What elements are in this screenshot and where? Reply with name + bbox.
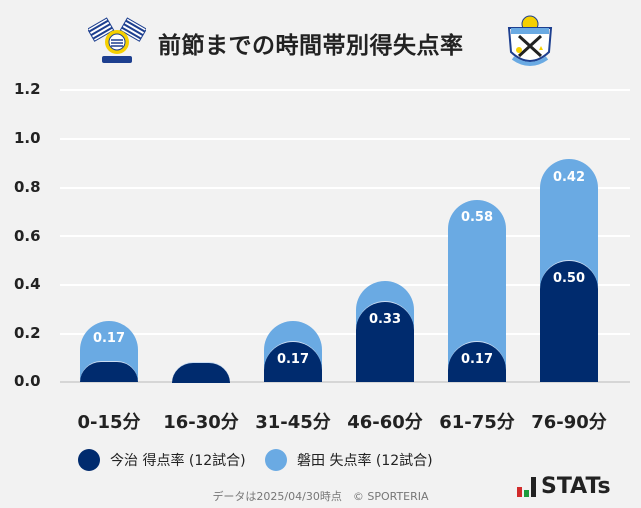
bar-value-label: 0.50 <box>552 271 586 286</box>
bar-imabari-0-15 <box>80 361 138 382</box>
x-tick: 46-60分 <box>347 412 423 433</box>
y-tick: 0.8 <box>14 178 41 196</box>
chart-header: 前節までの時間帯別得失点率 <box>0 14 641 66</box>
bar-imabari-16-30 <box>172 362 230 383</box>
y-tick: 0.2 <box>14 324 41 342</box>
legend-item-imabari: 今治 得点率 (12試合) <box>78 449 246 471</box>
legend-swatch <box>78 449 100 471</box>
gridline <box>60 89 630 91</box>
bar-value-label: 0.33 <box>368 312 402 327</box>
legend-swatch <box>265 449 287 471</box>
bar-imabari-76-90 <box>540 260 598 382</box>
x-tick: 16-30分 <box>163 412 239 433</box>
x-tick: 61-75分 <box>439 412 515 433</box>
gridline <box>60 284 630 286</box>
bar-value-label: 0.17 <box>92 331 126 346</box>
bar-value-label: 0.42 <box>552 170 586 185</box>
bar-imabari-46-60 <box>356 301 414 382</box>
bar-value-label: 0.17 <box>460 352 494 367</box>
legend-label: 今治 得点率 (12試合) <box>110 453 246 469</box>
y-tick: 0.4 <box>14 275 41 293</box>
x-tick: 0-15分 <box>77 412 141 433</box>
legend-item-iwata: 磐田 失点率 (12試合) <box>265 449 433 471</box>
stats-bars-icon <box>517 477 536 497</box>
x-axis-baseline <box>60 381 630 383</box>
gridline <box>60 138 630 140</box>
y-tick: 1.2 <box>14 80 41 98</box>
y-tick: 0.0 <box>14 372 41 390</box>
stats-brand-text: STATs <box>541 474 611 499</box>
y-tick: 1.0 <box>14 129 41 147</box>
chart-title: 前節までの時間帯別得失点率 <box>158 33 464 59</box>
bar-value-label: 0.58 <box>460 210 494 225</box>
x-tick: 31-45分 <box>255 412 331 433</box>
stats-brand-logo: STATs <box>517 474 611 499</box>
gridline <box>60 333 630 335</box>
x-tick: 76-90分 <box>531 412 607 433</box>
footer-note: データは2025/04/30時点 © SPORTERIA <box>212 490 429 503</box>
bar-value-label: 0.17 <box>276 352 310 367</box>
y-tick: 0.6 <box>14 227 41 245</box>
imabari-crest-icon <box>88 17 146 63</box>
bar-imabari-31-45 <box>264 341 322 382</box>
gridline <box>60 235 630 237</box>
iwata-crest-icon <box>507 15 553 66</box>
legend-label: 磐田 失点率 (12試合) <box>297 453 433 469</box>
bar-imabari-61-75 <box>448 341 506 382</box>
gridline <box>60 187 630 189</box>
